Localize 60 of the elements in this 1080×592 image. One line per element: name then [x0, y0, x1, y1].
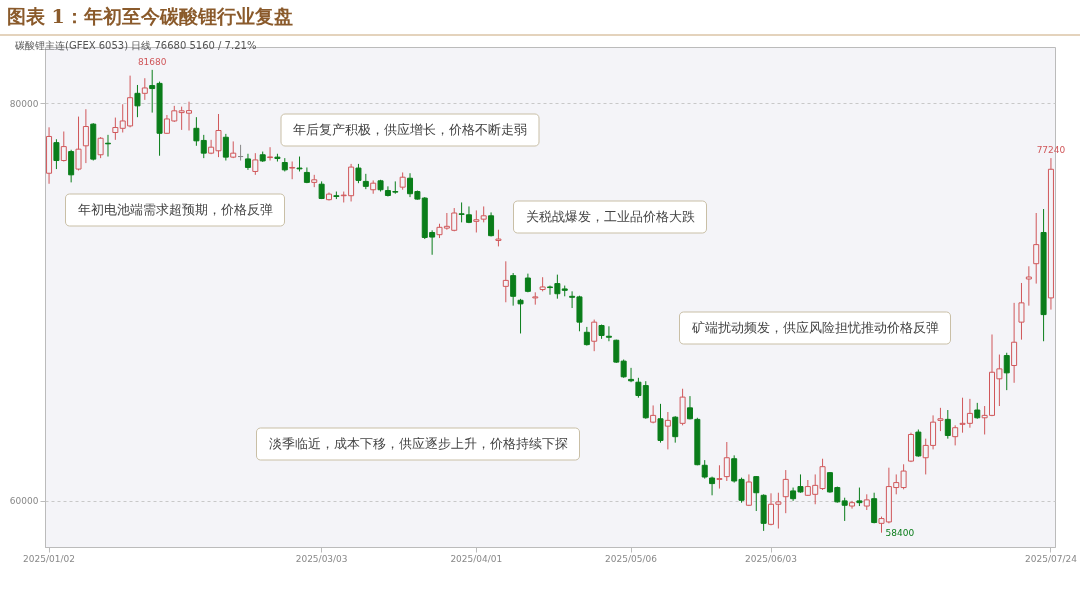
candlestick: [1033, 212, 1040, 285]
candlestick: [723, 441, 730, 482]
candlestick: [222, 133, 229, 162]
annotation: 年后复产积极，供应增长，价格不断走弱: [293, 122, 527, 137]
annotation: 81680: [137, 56, 167, 67]
candlestick: [657, 403, 664, 444]
candlestick: [502, 260, 509, 303]
x-tick-label: 2025/03/03: [295, 553, 348, 564]
candlestick: [952, 424, 959, 446]
candlestick: [510, 272, 517, 307]
candlestick: [488, 211, 495, 237]
candlestick: [944, 409, 951, 440]
candlestick: [517, 298, 524, 334]
y-tick-label: 60000: [9, 496, 39, 507]
chart-title: 图表 1：年初至今碳酸锂行业复盘: [7, 5, 293, 27]
x-tick-label: 2025/04/01: [450, 553, 503, 564]
x-tick-label: 2025/05/06: [605, 553, 658, 564]
annotation: 58400: [885, 527, 915, 538]
y-tick-label: 80000: [9, 98, 39, 109]
candlestick: [871, 492, 878, 524]
candlestick: [841, 497, 848, 522]
candlestick: [97, 136, 104, 159]
chart-subtitle: 碳酸锂主连(GFEX 6053) 日线 76680 5160 / 7.21%: [14, 40, 257, 51]
candlestick: [68, 149, 75, 183]
candlestick: [267, 146, 274, 162]
candlestick: [782, 469, 789, 514]
candlestick: [1025, 265, 1032, 307]
candlestick: [745, 473, 752, 507]
candlestick: [716, 464, 723, 490]
candlestick: [1018, 282, 1025, 341]
x-tick-label: 2025/07/24: [1025, 553, 1078, 564]
candlestick: [605, 325, 612, 342]
candlestick: [856, 487, 863, 507]
annotation: 淡季临近，成本下移，供应逐步上升，价格持续下探: [268, 436, 568, 451]
candlestick: [473, 209, 480, 233]
candlestick: [82, 108, 89, 164]
annotation: 77240: [1036, 145, 1066, 156]
candlestick: [53, 138, 60, 170]
x-tick-label: 2025/06/03: [745, 553, 797, 564]
candlestick: [1003, 352, 1010, 391]
candlestick: [60, 130, 67, 163]
annotation: 关税战爆发，工业品价格大跌: [525, 209, 695, 224]
candlestick: [753, 475, 760, 512]
annotation: 矿端扰动频发，供应风险担忧推动价格反弹: [690, 320, 939, 335]
candlestick: [650, 404, 657, 424]
candlestick: [915, 429, 922, 458]
candlestick: [672, 415, 679, 444]
candlestick: [134, 84, 141, 118]
candlestick: [583, 326, 590, 347]
candlestick: [628, 367, 635, 383]
candlestick: [141, 77, 148, 101]
candlestick: [252, 152, 259, 176]
candlestick: [75, 116, 82, 171]
candlestick: [355, 163, 362, 184]
candlestick: [664, 411, 671, 450]
x-tick-label: 2025/01/02: [23, 553, 75, 564]
candlestick: [937, 407, 944, 432]
candlestick: [591, 319, 598, 352]
candlestick: [1011, 302, 1018, 384]
annotation: 年初电池端需求超预期，价格反弹: [77, 202, 273, 217]
